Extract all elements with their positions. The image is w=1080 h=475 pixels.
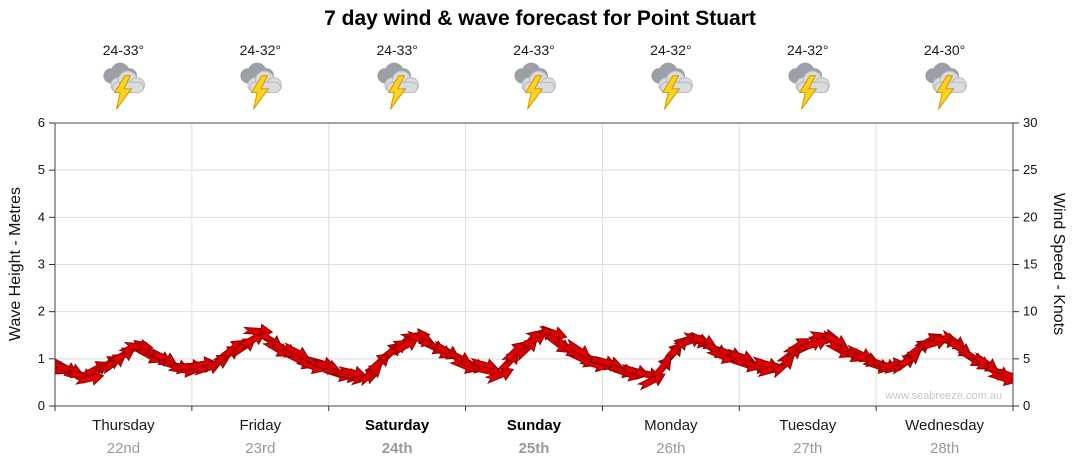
svg-text:30: 30 bbox=[1023, 115, 1037, 130]
day-name: Monday bbox=[644, 417, 698, 434]
svg-text:3: 3 bbox=[38, 257, 45, 272]
day-temperature: 24-32° bbox=[239, 42, 281, 58]
day-temperature: 24-33° bbox=[376, 42, 418, 58]
day-temperature: 24-33° bbox=[513, 42, 555, 58]
svg-text:5: 5 bbox=[1023, 351, 1030, 366]
day-date: 24th bbox=[381, 440, 413, 457]
svg-text:6: 6 bbox=[38, 115, 45, 130]
icon-cell bbox=[466, 60, 603, 116]
icon-cell bbox=[192, 60, 329, 116]
day-column: Tuesday 27th bbox=[739, 417, 876, 457]
svg-text:0: 0 bbox=[1023, 398, 1030, 413]
day-name: Friday bbox=[239, 417, 282, 434]
svg-text:4: 4 bbox=[38, 209, 45, 224]
weather-icons-row bbox=[55, 60, 1013, 116]
thunderstorm-icon bbox=[103, 62, 146, 110]
page-title: 7 day wind & wave forecast for Point Stu… bbox=[324, 7, 756, 30]
day-column: Monday 26th bbox=[602, 417, 739, 457]
day-temperature: 24-32° bbox=[787, 42, 829, 58]
icon-cell bbox=[329, 60, 466, 116]
svg-text:0: 0 bbox=[38, 398, 45, 413]
svg-text:1: 1 bbox=[38, 351, 45, 366]
watermark: www.seabreeze.com.au bbox=[885, 390, 1002, 402]
right-axis-label: Wind Speed - Knots bbox=[1050, 192, 1067, 336]
svg-text:2: 2 bbox=[38, 304, 45, 319]
temperature-row: 24-33° 24-32° 24-33° 24-33° 24-32° 24-32… bbox=[55, 42, 1013, 58]
day-date: 25th bbox=[518, 440, 550, 457]
day-name: Thursday bbox=[92, 417, 155, 434]
icon-cell bbox=[602, 60, 739, 116]
day-temperature: 24-33° bbox=[102, 42, 145, 58]
day-column: Saturday 24th bbox=[329, 417, 466, 457]
day-name: Tuesday bbox=[779, 417, 837, 434]
icon-cell bbox=[739, 60, 876, 116]
day-column: Wednesday 28th bbox=[876, 417, 1013, 457]
day-date: 27th bbox=[793, 440, 823, 457]
day-name: Wednesday bbox=[905, 417, 985, 434]
svg-text:15: 15 bbox=[1023, 257, 1037, 272]
thunderstorm-icon bbox=[788, 62, 830, 110]
day-date: 23rd bbox=[245, 440, 276, 457]
day-date: 28th bbox=[929, 440, 960, 457]
thunderstorm-icon bbox=[514, 62, 556, 110]
thunderstorm-icon bbox=[924, 62, 967, 110]
icon-cell bbox=[876, 60, 1013, 116]
day-date: 26th bbox=[656, 440, 686, 457]
thunderstorm-icon bbox=[377, 62, 420, 110]
left-axis-label: Wave Height - Metres bbox=[7, 186, 24, 342]
svg-text:10: 10 bbox=[1023, 304, 1037, 319]
day-temperature: 24-32° bbox=[650, 42, 692, 58]
day-column: Sunday 25th bbox=[466, 417, 603, 457]
x-axis-day-row: Thursday 22nd Friday 23rd Saturday 24th … bbox=[55, 417, 1013, 457]
day-column: Friday 23rd bbox=[192, 417, 329, 457]
day-column: Thursday 22nd bbox=[55, 417, 192, 457]
svg-text:20: 20 bbox=[1023, 209, 1037, 224]
day-name: Sunday bbox=[506, 417, 562, 434]
svg-text:25: 25 bbox=[1023, 162, 1037, 177]
svg-text:5: 5 bbox=[38, 162, 45, 177]
day-date: 22nd bbox=[106, 440, 141, 457]
day-temperature: 24-30° bbox=[923, 42, 966, 58]
day-name: Saturday bbox=[365, 417, 430, 434]
thunderstorm-icon bbox=[651, 62, 693, 110]
thunderstorm-icon bbox=[240, 62, 283, 110]
icon-cell bbox=[55, 60, 192, 116]
